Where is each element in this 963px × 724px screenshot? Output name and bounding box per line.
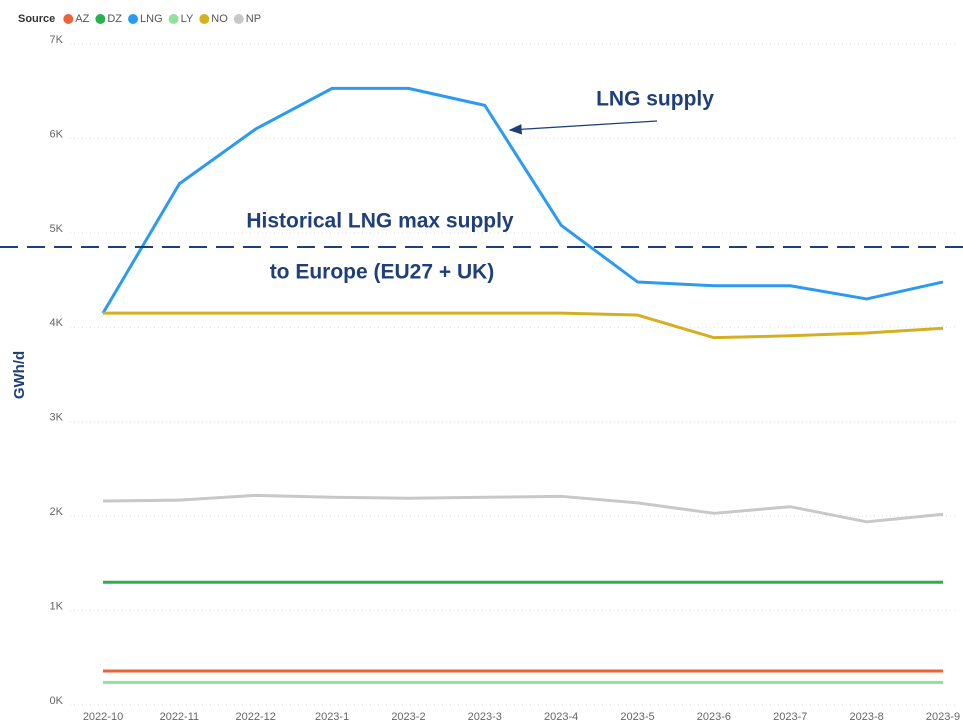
x-tick-label: 2023-2 [391, 711, 425, 723]
x-tick-label: 2022-11 [160, 711, 200, 723]
series-line [101, 86, 944, 314]
y-tick-label: 6K [50, 128, 64, 140]
legend-marker [63, 14, 74, 24]
x-tick-label: 2023-6 [697, 711, 731, 723]
legend-label: LNG [140, 13, 163, 25]
legend-marker [168, 14, 179, 24]
x-tick-label: 2023-8 [850, 711, 884, 723]
y-tick-label: 3K [50, 412, 64, 424]
legend-label: NP [246, 13, 261, 25]
x-tick-label: 2022-12 [236, 711, 276, 723]
y-tick-label: 1K [50, 600, 64, 612]
legend-marker [233, 14, 244, 24]
legend-label: NO [211, 13, 228, 25]
reference-label: Historical LNG max supply [246, 210, 514, 233]
legend-label: AZ [75, 13, 89, 25]
annotation: LNG supply [596, 88, 714, 111]
legend-marker [95, 14, 106, 24]
x-tick-label: 2023-4 [544, 711, 578, 723]
legend-marker [128, 14, 139, 24]
x-tick-label: 2022-10 [83, 711, 123, 723]
x-tick-label: 2023-1 [315, 711, 349, 723]
y-tick-label: 0K [50, 695, 64, 707]
x-tick-label: 2023-7 [773, 711, 807, 723]
x-tick-label: 2023-5 [620, 711, 654, 723]
reference-label: to Europe (EU27 + UK) [270, 261, 495, 284]
annotation-arrow [508, 120, 658, 135]
legend-label: LY [181, 13, 194, 25]
lines [101, 86, 944, 684]
legend-marker [199, 14, 210, 24]
legend-title: Source [18, 13, 55, 25]
x-tick-label: 2023-3 [468, 711, 502, 723]
series-line [102, 493, 944, 524]
y-tick-label: 5K [50, 223, 64, 235]
legend-label: DZ [107, 13, 122, 25]
y-tick-label: 4K [50, 317, 64, 329]
series-line [103, 311, 944, 340]
y-tick-label: 2K [50, 506, 64, 518]
y-axis-label: GWh/d [11, 351, 28, 399]
y-tick-label: 7K [50, 34, 64, 46]
grid [70, 43, 955, 706]
x-tick-label: 2023-9 [926, 711, 960, 723]
